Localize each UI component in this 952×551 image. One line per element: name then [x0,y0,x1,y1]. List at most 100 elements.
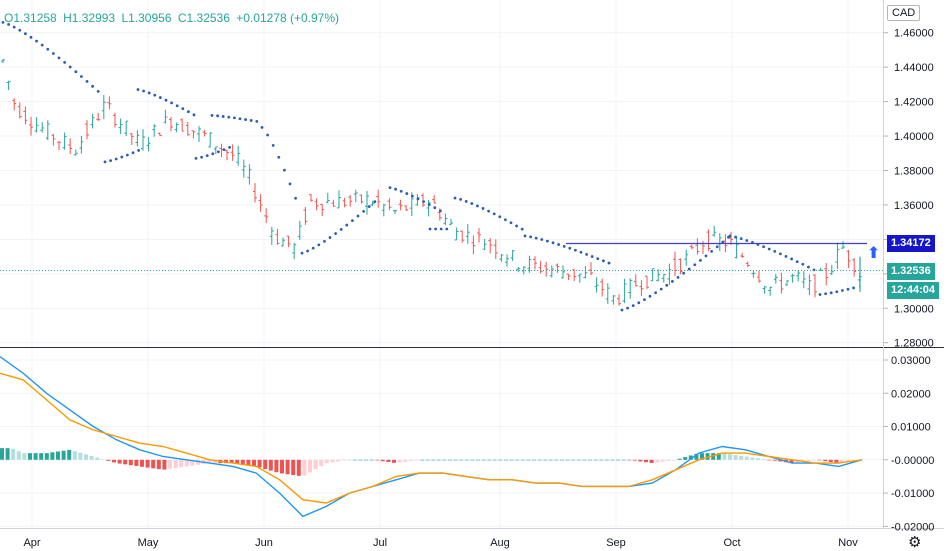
histogram-bar [476,459,480,461]
histogram-bar [358,459,363,461]
sar-dot [334,232,337,235]
sar-dot [142,89,146,93]
sar-dot [136,88,140,91]
sar-dot [351,219,354,223]
macd-tick-label: 0.01000 [891,422,931,434]
sar-dot [306,249,309,253]
sar-dot [829,291,833,295]
gear-icon[interactable]: ⚙ [908,534,922,551]
sar-dot [509,221,513,225]
sar-dot [317,243,321,247]
histogram-bar [100,459,105,460]
histogram-bar [296,459,301,476]
histogram-bar [481,459,486,461]
histogram-bar [840,459,844,463]
sar-dot [790,257,793,261]
histogram-bar [151,459,156,469]
time-tick-label: Apr [23,537,40,549]
sar-dot [739,237,743,241]
histogram-bar [61,450,66,460]
sar-dot [637,301,641,305]
sar-dot [648,294,652,298]
sar-dot [773,249,777,253]
histogram-bar [134,459,139,466]
macd-tick-label: 0.03000 [891,355,931,367]
sar-dot [249,119,253,122]
time-tick-label: Nov [838,537,858,549]
histogram-bar [672,459,676,461]
histogram-bar [78,452,83,460]
sar-dot [568,246,572,250]
histogram-bar [817,459,822,461]
sar-dot [445,227,449,231]
sar-dot [294,196,297,200]
macd-tick-label: -0.00000 [891,455,934,467]
histogram-bar [644,459,648,463]
histogram-bar [386,459,391,463]
sar-dot [181,107,185,111]
sar-dot [487,209,490,213]
sar-dot [470,202,474,205]
sar-dot [434,227,437,231]
sar-dot [221,115,225,118]
sar-dot [394,187,397,191]
histogram-bar [369,459,374,461]
histogram-bar [772,459,777,461]
sar-dot [562,244,566,248]
sar-dot [504,218,507,222]
histogram-bar [610,459,615,461]
histogram-bar [532,459,536,461]
histogram-bar [431,459,436,461]
macd-tick-label: -0.01000 [891,488,934,500]
sar-dot [602,259,605,263]
sar-dot [428,227,432,231]
histogram-bar [140,459,144,467]
histogram-bar [212,459,217,464]
currency-badge[interactable]: CAD [887,5,921,21]
histogram-bar [487,459,492,461]
ohlc-legend: O1.31258 H1.32993 L1.30956 C1.32536 +0.0… [4,11,342,25]
sar-dot [734,235,737,239]
last-price-label: 1.32536 [887,263,935,280]
sar-dot [260,126,264,129]
histogram-bar [655,459,660,463]
histogram-bar [84,454,88,460]
sar-dot [529,235,532,239]
sar-dot [40,43,44,47]
time-tick-label: May [138,537,159,549]
sar-dot [585,252,588,256]
sar-dot [109,159,112,163]
sar-dot [433,206,437,210]
sar-dot [551,241,555,245]
sar-dot [266,133,269,137]
sar-dot [631,304,635,308]
sar-dot [476,204,479,208]
histogram-bar [436,459,441,461]
histogram-bar [537,459,542,461]
price-axis: 1.46000 1.44000 1.42000 1.40000 1.38000 1.360… [883,28,934,350]
sar-dot [24,32,27,36]
sar-dot [405,192,409,195]
sar-dot [693,263,697,267]
histogram-bar [582,459,587,461]
sar-dot [120,155,124,159]
sar-dot [779,252,782,256]
histogram-bar [123,459,128,465]
histogram-bar [716,453,721,460]
histogram-bar [145,459,150,468]
parabolic-sar [1,20,855,312]
histogram-bar [274,459,279,473]
grid [0,0,883,528]
sar-dot [515,224,518,228]
sar-dot [311,246,315,250]
histogram-bar [593,459,598,461]
histogram-bar [392,459,396,463]
histogram-bar [397,459,402,463]
sar-dot [481,207,485,210]
histogram-bar [722,453,727,460]
sar-dot [590,255,594,258]
histogram-bar [548,459,553,461]
sar-dot [271,143,275,147]
sar-dot [57,56,61,60]
